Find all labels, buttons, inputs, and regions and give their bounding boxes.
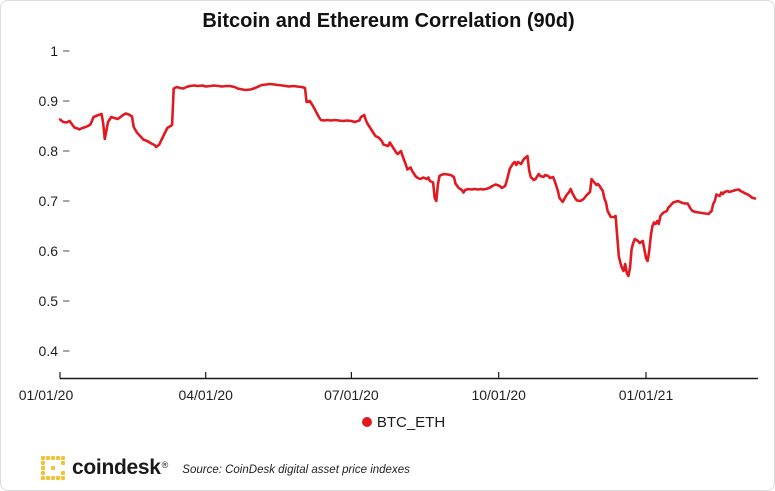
legend: BTC_ETH — [1, 412, 774, 432]
source-attribution: Source: CoinDesk digital asset price ind… — [182, 464, 410, 476]
logo-pixel — [56, 471, 60, 475]
legend-dot-icon — [361, 417, 372, 427]
logo-pixel — [51, 466, 55, 470]
coindesk-logo-icon — [41, 456, 65, 480]
logo-pixel — [56, 461, 60, 465]
y-tick-label: 0.7 — [39, 193, 59, 209]
y-tick-label: 0.5 — [39, 293, 59, 309]
logo-pixel — [41, 471, 45, 475]
y-tick-label: 0.4 — [39, 343, 59, 359]
legend-label: BTC_ETH — [376, 413, 446, 431]
logo-pixel — [41, 461, 45, 465]
logo-pixel — [46, 456, 50, 460]
x-tick-label: 01/01/20 — [19, 387, 74, 403]
logo-pixel — [51, 456, 55, 460]
logo-pixel — [56, 466, 60, 470]
logo-pixel — [61, 461, 65, 465]
logo-pixel — [61, 471, 65, 475]
logo-pixel — [56, 476, 60, 480]
logo-pixel — [46, 471, 50, 475]
y-tick-label: 0.6 — [39, 243, 59, 259]
y-tick-label: 1 — [50, 43, 58, 59]
y-tick-label: 0.9 — [39, 93, 59, 109]
logo-pixel — [46, 466, 50, 470]
logo-pixel — [51, 471, 55, 475]
logo-pixel — [46, 476, 50, 480]
logo-pixel — [46, 461, 50, 465]
logo-pixel — [41, 466, 45, 470]
logo-pixel — [51, 476, 55, 480]
x-tick-label: 07/01/20 — [324, 387, 379, 403]
coindesk-wordmark: coindesk® — [72, 457, 168, 479]
logo-pixel — [41, 456, 45, 460]
x-tick-label: 01/01/21 — [619, 387, 674, 403]
brand-name: coindesk — [72, 456, 161, 479]
x-tick-label: 10/01/20 — [471, 387, 526, 403]
registered-mark: ® — [161, 459, 169, 470]
logo-pixel — [61, 466, 65, 470]
btc-eth-series-line — [58, 82, 757, 278]
chart-title: Bitcoin and Ethereum Correlation (90d) — [202, 10, 575, 32]
logo-pixel — [56, 456, 60, 460]
logo-pixel — [61, 456, 65, 460]
footer: coindesk® Source: CoinDesk digital asset… — [41, 453, 741, 483]
x-tick-label: 04/01/20 — [178, 387, 233, 403]
logo-pixel — [61, 476, 65, 480]
logo-pixel — [41, 476, 45, 480]
y-tick-label: 0.8 — [39, 143, 59, 159]
correlation-line-chart: 1 0.9 0.8 0.7 0.6 0.5 0.4 01/01/20 04/01/20 07/01… — [19, 43, 758, 403]
logo-pixel — [51, 461, 55, 465]
